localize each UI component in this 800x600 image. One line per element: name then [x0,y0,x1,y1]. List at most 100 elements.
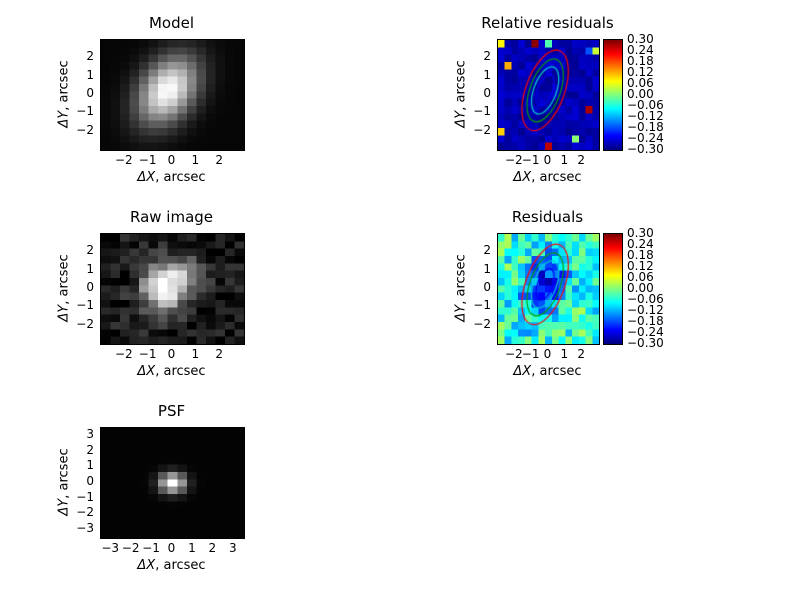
y-axis-label: ΔY, arcsec [454,60,469,127]
colorbar-tick-label: 0.12 [627,259,654,273]
y-tick-label: 1 [483,67,491,82]
colorbar-tick-label: 0.00 [627,281,654,295]
panel-title-raw-image: Raw image [129,208,214,226]
x-tick-label: 0 [543,153,552,167]
residuals-contour-overlay [498,234,599,344]
x-tick-label: −1 [138,153,157,167]
x-tick-label: −1 [142,541,160,555]
y-axis-unit: , arcsec [453,60,469,111]
y-tick-label: −1 [76,104,94,119]
x-axis-label: ΔX, arcsec [513,170,581,185]
colorbar-tick-label: 0.18 [627,248,654,262]
x-tick-label: 2 [215,153,223,167]
colorbar-tick-label: 0.30 [627,226,654,240]
model-heatmap-image [100,39,245,151]
x-axis-label: ΔX, arcsec [137,170,205,185]
x-tick-label: 2 [577,153,585,167]
y-tick-label: 2 [483,243,491,258]
y-tick-label: 2 [483,49,491,64]
x-tick-label: 0 [543,347,552,361]
colorbar-tick-label: −0.12 [627,303,664,317]
colorbar-tick-label: 0.00 [627,87,654,101]
colorbar-tick-label: 0.18 [627,54,654,68]
x-axis-unit: , arcsec [155,364,206,379]
y-axis-label: ΔY, arcsec [57,254,72,321]
y-tick-label: 2 [86,49,94,64]
panel-title-relative-residuals: Relative residuals [481,14,614,32]
x-axis-variable: ΔX [513,170,532,185]
y-tick-label: −3 [76,521,94,536]
x-axis-variable: ΔX [137,170,156,185]
colorbar-tick-label: 0.30 [627,32,654,46]
panel-title-residuals: Residuals [511,208,584,226]
x-axis-unit: , arcsec [531,170,582,185]
x-tick-label: 0 [167,347,176,361]
y-tick-label: −2 [76,316,94,331]
y-tick-label: −1 [76,489,94,504]
x-tick-label: 1 [560,347,569,361]
x-tick-label: 3 [228,541,237,555]
y-tick-label: 2 [86,243,94,258]
x-axis-variable: ΔX [513,364,532,379]
colorbar-tick-label: −0.18 [627,314,664,328]
y-tick-label: 0 [86,86,94,100]
colorbar-tick-label: −0.30 [627,142,664,156]
y-tick-label: −1 [76,298,94,313]
y-tick-label: −1 [473,298,491,313]
x-axis-variable: ΔX [137,558,156,573]
colorbar-tick-label: −0.24 [627,131,664,145]
y-tick-label: 1 [86,458,94,473]
colorbar-tick-label: 0.06 [627,270,654,284]
x-tick-label: 0 [167,153,176,167]
x-tick-label: −1 [521,347,540,361]
y-tick-label: −2 [473,316,491,331]
colorbar-tick-label: −0.18 [627,120,664,134]
y-tick-label: −2 [76,505,94,520]
y-tick-label: 0 [483,280,491,294]
y-axis-label: ΔY, arcsec [454,254,469,321]
x-tick-label: 0 [167,541,176,555]
colorbar-tick-label: −0.24 [627,325,664,339]
y-tick-label: 1 [86,261,94,276]
colorbar-tick-label: 0.06 [627,76,654,90]
colorbar-tick-label: −0.06 [627,98,664,112]
colorbar-tick-label: 0.24 [627,43,654,57]
y-tick-label: 0 [86,474,94,488]
colorbar [603,39,623,151]
x-axis-label: ΔX, arcsec [137,364,205,379]
y-axis-variable: ΔY [56,110,72,128]
psf-heatmap-image [100,427,245,539]
x-axis-label: ΔX, arcsec [137,558,205,573]
x-axis-variable: ΔX [137,364,156,379]
y-axis-label: ΔY, arcsec [57,448,72,515]
x-axis-unit: , arcsec [531,364,582,379]
x-tick-label: 2 [577,347,585,361]
y-axis-label: ΔY, arcsec [57,60,72,127]
y-tick-label: 0 [483,86,491,100]
colorbar-tick-label: 0.12 [627,65,654,79]
x-tick-label: 1 [560,153,569,167]
x-tick-label: 1 [191,153,200,167]
x-tick-label: −2 [114,347,133,361]
y-tick-label: 3 [86,426,94,441]
y-tick-label: −2 [76,122,94,137]
colorbar [603,233,623,345]
x-tick-label: −1 [138,347,157,361]
y-tick-label: 1 [483,261,491,276]
y-axis-unit: , arcsec [56,448,72,499]
colorbar-tick-label: −0.30 [627,336,664,350]
y-tick-label: 1 [86,67,94,82]
x-tick-label: −3 [101,541,120,555]
y-axis-variable: ΔY [56,304,72,322]
x-axis-unit: , arcsec [155,558,206,573]
y-axis-unit: , arcsec [56,254,72,305]
x-tick-label: 1 [191,347,200,361]
x-tick-label: 2 [208,541,217,555]
x-tick-label: 2 [215,347,223,361]
panel-title-psf: PSF [157,402,186,420]
y-tick-label: −1 [473,104,491,119]
y-tick-label: 2 [86,442,94,457]
x-axis-unit: , arcsec [155,170,206,185]
panel-title-model: Model [148,14,195,32]
